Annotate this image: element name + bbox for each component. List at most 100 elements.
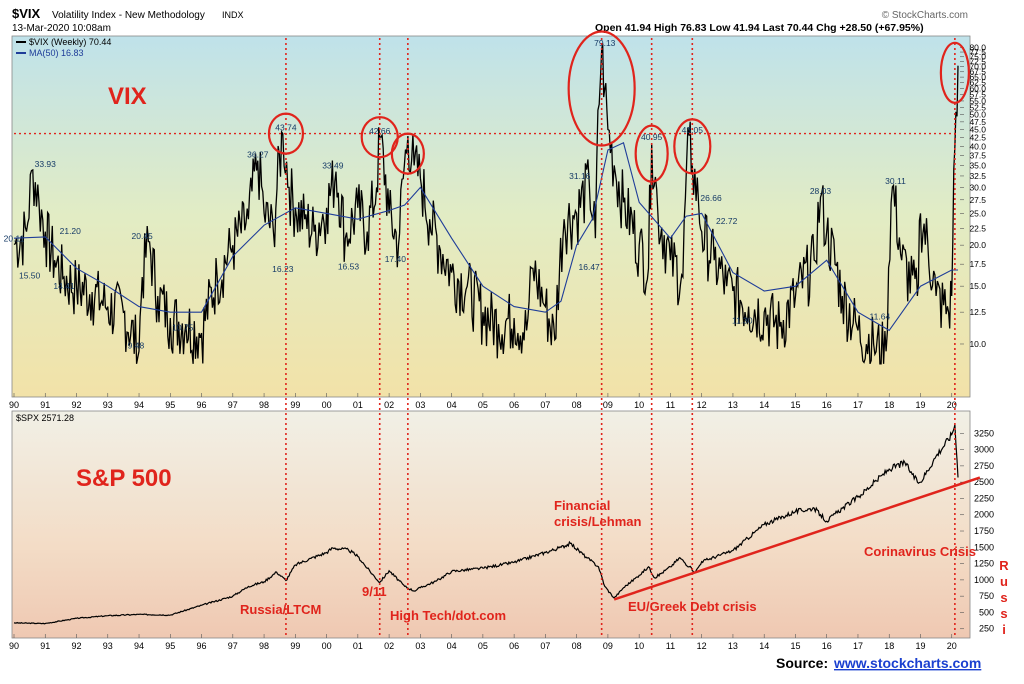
x-tick-label: 20 [947,641,957,651]
x-tick-label: 11 [666,641,675,651]
spx-y-tick-label: 1750 [974,526,994,536]
vix-y-tick-label: 17.5 [969,259,986,269]
spx-series-line [13,424,959,625]
x-tick-label: 99 [290,641,300,651]
x-tick-label: 02 [384,641,394,651]
annotation-label: High Tech/dot.com [390,608,506,623]
ohlc-readout: Open 41.94 High 76.83 Low 41.94 Last 70.… [595,22,924,34]
annotation-label: R [999,558,1009,573]
x-tick-label: 17 [853,641,863,651]
x-tick-label: 05 [478,400,488,410]
source-link[interactable]: www.stockcharts.com [833,655,981,671]
spx-y-tick-label: 2500 [974,477,994,487]
x-tick-label: 90 [9,641,19,651]
vix-y-tick-label: 42.5 [969,133,986,143]
spx-y-tick-label: 3250 [974,428,994,438]
x-tick-label: 03 [415,400,425,410]
vix-y-tick-label: 65.0 [969,72,986,82]
vix-data-label: 16.53 [338,261,360,271]
vix-y-tick-label: 55.0 [969,96,986,106]
vix-y-tick-label: 70.0 [969,62,986,72]
x-tick-label: 02 [384,400,394,410]
vix-y-tick-label: 37.5 [969,151,986,161]
x-tick-label: 06 [509,641,519,651]
spx-y-tick-label: 2750 [974,461,994,471]
vix-series-line [13,43,959,365]
vix-y-tick-label: 20.0 [969,240,986,250]
annotation-label: Corinavirus Crisis [864,544,976,559]
annotation-label: s [1000,606,1007,621]
highlight-circle [939,41,970,104]
vix-data-label: 28.03 [810,186,832,196]
x-tick-label: 13 [728,641,738,651]
vix-y-tick-label: 15.0 [969,281,986,291]
x-tick-label: 01 [353,400,363,410]
brand-credit: © StockCharts.com [882,10,968,21]
x-tick-label: 15 [790,400,800,410]
vix-data-label: 79.13 [594,38,616,48]
vix-data-label: 30.11 [885,176,906,186]
vix-y-tick-label: 22.5 [969,223,986,233]
vix-data-label: 15.50 [19,271,41,281]
vix-plot: 10.0 12.5 15.0 17.5 20.0 22.5 25.0 27.5 30.032.5… [4,38,986,365]
x-axis-bottom: 90 91 92 93 94 95 96 97 98 99 00 01 02 03 04 05 06 07 08 09… [9,634,957,651]
annotation-label: u [1000,574,1008,589]
x-tick-label: 18 [884,400,894,410]
spx-plot: 250 500 750 1000 1250 1500 1750 2000 2250 2500 275… [13,424,1009,637]
vix-data-label: 31.16 [569,171,591,181]
x-tick-label: 07 [540,400,550,410]
vix-data-label: 40.95 [641,132,663,142]
source-label: Source: [776,655,828,671]
x-tick-label: 14 [759,400,769,410]
x-tick-label: 10 [634,641,644,651]
x-tick-label: 99 [290,400,300,410]
x-tick-label: 95 [165,400,175,410]
x-tick-label: 00 [322,641,332,651]
x-tick-label: 12 [697,641,707,651]
vix-y-tick-label: 25.0 [969,208,986,218]
x-tick-label: 15 [790,641,800,651]
vix-data-label: 17.40 [385,254,407,264]
vix-data-label: 11.64 [870,311,891,321]
vix-y-tick-label: 57.5 [969,90,986,100]
x-tick-label: 14 [759,641,769,651]
x-tick-label: 06 [509,400,519,410]
x-tick-label: 19 [915,400,925,410]
vix-y-tick-label: 60.0 [969,84,986,94]
annotation-label: s [1000,590,1007,605]
vix-y-tick-label: 75.0 [969,52,986,62]
vix-y-tick-label: 52.5 [969,103,986,113]
x-tick-label: 94 [134,400,144,410]
x-axis-top: 90 91 92 93 94 95 96 97 98 99 00 01 02 03 04 05 06 07 08 09… [9,393,957,410]
vix-panel [11,35,971,398]
spx-panel [11,410,971,639]
vix-y-tick-label: 80.0 [969,43,986,53]
chart-subtitle: Volatility Index - New Methodology [52,10,205,21]
x-tick-label: 18 [884,641,894,651]
x-tick-label: 01 [353,641,363,651]
x-tick-label: 91 [40,641,50,651]
spx-y-tick-label: 500 [979,607,994,617]
annotation-label: crisis/Lehman [554,514,641,529]
x-tick-label: 03 [415,641,425,651]
vix-data-label: 10.75 [172,323,194,333]
x-tick-label: 93 [103,400,113,410]
vix-data-label: 21.20 [60,226,82,236]
x-tick-label: 16 [822,400,832,410]
event-lines [267,30,970,638]
x-tick-label: 10 [634,400,644,410]
spx-big-label: S&P 500 [76,465,172,492]
vix-y-tick-label: 45.0 [969,125,986,135]
highlight-circle [390,132,425,175]
vix-y-tick-label: 67.5 [969,67,986,77]
spx-y-tick-label: 2250 [974,493,994,503]
vix-data-label: 11.30 [732,316,753,326]
annotation-label: i [1002,622,1006,637]
highlight-circle [673,118,712,175]
x-tick-label: 98 [259,641,269,651]
spx-y-tick-label: 1250 [974,559,994,569]
vix-y-tick-label: 47.5 [969,117,986,127]
annotation-label: EU/Greek Debt crisis [628,599,757,614]
x-tick-label: 09 [603,641,613,651]
